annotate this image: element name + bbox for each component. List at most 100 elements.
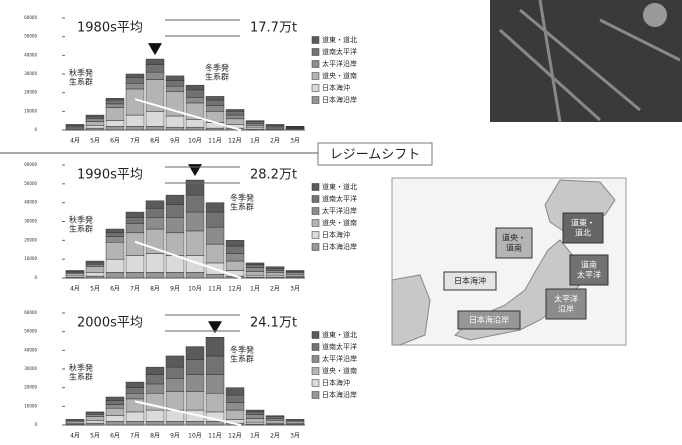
- y-tick-label: 20000: [24, 237, 37, 242]
- bar-segment: [125, 398, 145, 413]
- bar-segment: [85, 412, 105, 415]
- bar-segment: [85, 116, 105, 120]
- bar-segment: [165, 115, 185, 128]
- bar-segment: [105, 126, 125, 131]
- bar-segment: [85, 118, 105, 122]
- bar-segment: [265, 124, 285, 126]
- legend-label: 道央・道南: [322, 366, 357, 375]
- autumn-label: 秋季発: [69, 363, 93, 373]
- bar-segment: [285, 126, 305, 128]
- x-tick-label: 11月: [208, 433, 222, 440]
- bar-segment: [145, 253, 165, 273]
- bar-segment: [185, 84, 205, 91]
- bar-segment: [145, 217, 165, 230]
- y-tick-label: 40000: [24, 347, 37, 352]
- bar-segment: [125, 387, 145, 394]
- legend-swatch: [311, 48, 320, 56]
- bar-segment: [85, 414, 105, 417]
- x-tick-label: 9月: [170, 433, 180, 440]
- legend-swatch: [311, 379, 320, 387]
- region-box: [495, 227, 533, 259]
- region-label: 道北: [575, 228, 591, 238]
- bar-segment: [225, 402, 245, 411]
- x-tick-label: 4月: [70, 138, 80, 145]
- legend-label: 太平洋沿岸: [322, 354, 357, 363]
- bar-segment: [125, 223, 145, 234]
- legend-label: 道央・道南: [322, 218, 357, 227]
- bar-segment: [85, 121, 105, 126]
- y-tick-label: 50000: [24, 181, 37, 186]
- bar-segment: [65, 273, 85, 276]
- bar-segment: [85, 127, 105, 131]
- bar-segment: [125, 393, 145, 400]
- bar-segment: [205, 96, 225, 101]
- y-tick-label: 30000: [24, 366, 37, 371]
- bar-segment: [265, 415, 285, 417]
- y-tick-label: 10000: [24, 108, 37, 113]
- legend-label: 道南太平洋: [322, 194, 357, 203]
- autumn-label: 秋季発: [69, 215, 93, 225]
- winter-label: 生系群: [230, 202, 254, 212]
- bar-segment: [205, 127, 225, 131]
- legend-label: 日本海沖: [322, 83, 350, 92]
- bar-segment: [105, 241, 125, 260]
- bar-segment: [265, 420, 285, 424]
- bar-segment: [185, 89, 205, 98]
- x-tick-label: 2月: [270, 286, 280, 293]
- bar-segment: [185, 179, 205, 196]
- peak-marker: [188, 164, 202, 177]
- bar-segment: [165, 366, 185, 379]
- legend-label: 道東・道北: [322, 35, 357, 44]
- legend-label: 道南太平洋: [322, 47, 357, 56]
- region-label: 道央・: [502, 233, 526, 243]
- x-tick-label: 11月: [208, 138, 222, 145]
- bar-segment: [125, 211, 145, 218]
- bar-segment: [265, 416, 285, 419]
- regime-box: [317, 142, 433, 166]
- bar-segment: [125, 421, 145, 426]
- bar-segment: [185, 391, 205, 411]
- x-tick-label: 3月: [290, 138, 300, 145]
- y-tick-label: 30000: [24, 71, 37, 76]
- bar-segment: [245, 120, 265, 122]
- legend-swatch: [311, 207, 320, 215]
- autumn-label: 生系群: [69, 372, 93, 382]
- legend-label: 日本海沿岸: [322, 390, 357, 399]
- bar-segment: [165, 80, 185, 87]
- legend-swatch: [311, 72, 320, 80]
- bar-segment: [205, 421, 225, 426]
- bar-segment: [185, 346, 205, 360]
- bar-segment: [185, 374, 205, 392]
- chart-title: 2000s平均: [77, 316, 143, 331]
- x-tick-label: 12月: [228, 433, 242, 440]
- legend-label: 道南太平洋: [322, 342, 357, 351]
- y-tick-label: 30000: [24, 219, 37, 224]
- bar-segment: [185, 421, 205, 426]
- bar-segment: [165, 272, 185, 279]
- region-label: 道南: [506, 243, 522, 253]
- bar-segment: [85, 411, 105, 414]
- bar-segment: [105, 236, 125, 243]
- bar-segment: [165, 421, 185, 426]
- x-tick-label: 6月: [110, 138, 120, 145]
- bar-segment: [105, 228, 125, 234]
- bar-segment: [205, 374, 225, 394]
- bar-segment: [205, 99, 225, 106]
- bar-segment: [205, 226, 225, 245]
- bar-segment: [245, 125, 265, 128]
- cohort-line: [134, 240, 242, 279]
- bar-segment: [145, 383, 165, 394]
- x-tick-label: 12月: [228, 286, 242, 293]
- legend-swatch: [311, 331, 320, 339]
- region-label: 太平洋: [554, 294, 578, 304]
- bar-segment: [185, 97, 205, 104]
- legend-swatch: [311, 183, 320, 191]
- bar-segment: [245, 271, 265, 276]
- x-tick-label: 5月: [90, 433, 100, 440]
- autumn-label: 秋季発: [69, 68, 93, 78]
- legend-label: 道東・道北: [322, 182, 357, 191]
- bar-segment: [245, 411, 265, 415]
- region-label: 日本海沖: [454, 276, 486, 286]
- bar-segment: [105, 404, 125, 409]
- x-tick-label: 9月: [170, 138, 180, 145]
